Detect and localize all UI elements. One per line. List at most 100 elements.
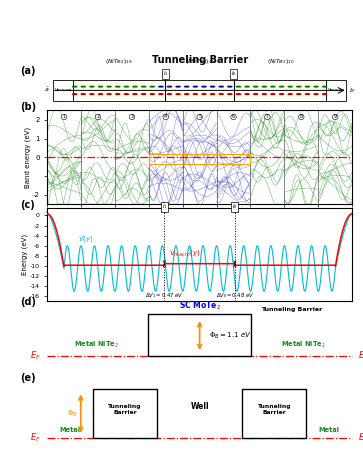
Text: $V_{macro}(y)$: $V_{macro}(y)$ (169, 249, 201, 258)
Circle shape (159, 94, 163, 95)
Circle shape (90, 94, 94, 95)
Circle shape (211, 86, 215, 87)
Bar (93, 388, 157, 438)
Text: 8: 8 (300, 115, 303, 119)
Circle shape (167, 94, 172, 95)
Circle shape (81, 94, 85, 95)
Circle shape (323, 86, 327, 87)
Circle shape (288, 94, 292, 95)
Circle shape (73, 86, 77, 87)
Circle shape (124, 94, 129, 95)
Text: 1: 1 (62, 115, 66, 119)
Circle shape (271, 94, 275, 95)
Text: Well: Well (190, 402, 209, 410)
Circle shape (81, 86, 85, 87)
Text: (c): (c) (20, 200, 34, 210)
Circle shape (280, 94, 284, 95)
Circle shape (176, 86, 180, 87)
Text: Metal: Metal (60, 427, 81, 433)
Circle shape (167, 86, 172, 87)
Circle shape (228, 86, 232, 87)
Text: $\Delta V_1 = 0.47\ eV$: $\Delta V_1 = 0.47\ eV$ (145, 292, 184, 300)
Text: Tunneling Barrier: Tunneling Barrier (151, 55, 248, 65)
Circle shape (124, 86, 129, 87)
Circle shape (202, 86, 206, 87)
Circle shape (262, 86, 266, 87)
Circle shape (254, 86, 258, 87)
Text: $\Delta V_{II} = 0.48\ eV$: $\Delta V_{II} = 0.48\ eV$ (216, 292, 254, 300)
Bar (242, 388, 306, 438)
Text: $I_{II}$: $I_{II}$ (232, 203, 238, 212)
Text: (d): (d) (20, 297, 36, 307)
Text: Tunneling
Barrier: Tunneling Barrier (258, 404, 291, 415)
Y-axis label: Band energy (eV): Band energy (eV) (25, 127, 31, 188)
Text: 9: 9 (334, 115, 337, 119)
Text: $\Phi_B$: $\Phi_B$ (67, 409, 78, 419)
Circle shape (323, 94, 327, 95)
Circle shape (184, 86, 189, 87)
Circle shape (219, 86, 223, 87)
Text: Vacuum: Vacuum (327, 88, 345, 92)
Circle shape (271, 86, 275, 87)
Circle shape (90, 86, 94, 87)
Text: 5: 5 (198, 115, 201, 119)
Circle shape (193, 86, 197, 87)
Text: 7: 7 (266, 115, 269, 119)
Circle shape (245, 94, 249, 95)
Circle shape (150, 94, 154, 95)
Circle shape (236, 94, 241, 95)
Circle shape (184, 94, 189, 95)
Circle shape (305, 94, 310, 95)
Text: $I_1$: $I_1$ (162, 203, 167, 212)
Text: (b): (b) (20, 102, 36, 112)
Text: (e): (e) (20, 373, 35, 383)
Bar (73, 80, 326, 101)
Circle shape (245, 86, 249, 87)
Bar (53, 80, 73, 101)
Circle shape (314, 94, 318, 95)
Text: $E_F$: $E_F$ (358, 432, 363, 444)
Circle shape (280, 86, 284, 87)
Text: $(MoTe_2)_{10}$: $(MoTe_2)_{10}$ (184, 58, 215, 66)
Text: (a): (a) (20, 66, 35, 76)
Circle shape (142, 86, 146, 87)
Circle shape (98, 94, 103, 95)
Circle shape (211, 94, 215, 95)
Circle shape (159, 86, 163, 87)
Text: SC MoTe$_2$: SC MoTe$_2$ (179, 300, 221, 313)
Circle shape (98, 86, 103, 87)
Y-axis label: Energy (eV): Energy (eV) (21, 234, 28, 275)
Text: $E_c$: $E_c$ (183, 154, 191, 162)
Circle shape (176, 94, 180, 95)
Text: Vacuum: Vacuum (54, 88, 72, 92)
Text: Tunneling
Barrier: Tunneling Barrier (108, 404, 142, 415)
Circle shape (297, 94, 301, 95)
Circle shape (73, 94, 77, 95)
Text: $E_F$: $E_F$ (30, 432, 41, 444)
Circle shape (133, 94, 137, 95)
Circle shape (305, 86, 310, 87)
Text: Metal: Metal (319, 427, 340, 433)
Text: 2: 2 (97, 115, 99, 119)
Circle shape (107, 94, 111, 95)
Text: Tunneling Barrier: Tunneling Barrier (261, 307, 322, 313)
Circle shape (314, 86, 318, 87)
Circle shape (142, 94, 146, 95)
Circle shape (115, 94, 120, 95)
Circle shape (228, 94, 232, 95)
Bar (148, 314, 252, 356)
Circle shape (133, 86, 137, 87)
Text: $\bar{a}$: $\bar{a}$ (44, 86, 50, 95)
Text: $(NiTe_2)_{10}$: $(NiTe_2)_{10}$ (105, 58, 132, 66)
Circle shape (193, 94, 197, 95)
Circle shape (297, 86, 301, 87)
Circle shape (288, 86, 292, 87)
Bar (326, 80, 346, 101)
Text: 4: 4 (164, 115, 167, 119)
Text: 3: 3 (130, 115, 134, 119)
Circle shape (150, 86, 154, 87)
Text: Metal NiTe$_2$: Metal NiTe$_2$ (281, 340, 326, 350)
Circle shape (254, 94, 258, 95)
Text: $V(y)$: $V(y)$ (78, 234, 94, 244)
Text: $E_F$: $E_F$ (358, 350, 363, 362)
